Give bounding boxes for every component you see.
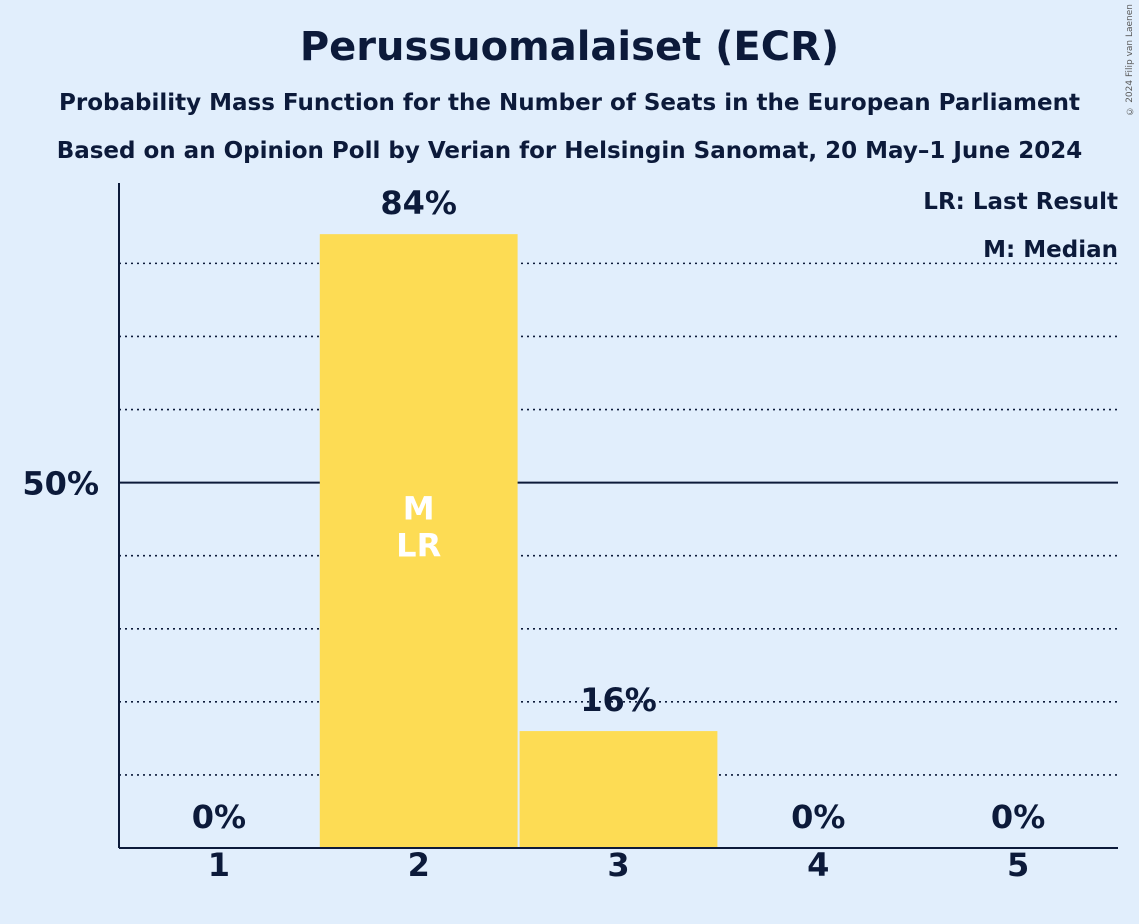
x-tick-label-2: 2 xyxy=(408,846,430,884)
bar-marker-2: M LR xyxy=(396,490,441,565)
data-label-3: 16% xyxy=(580,681,657,719)
data-labels: 0% 84% M LR 16% 0% 0% xyxy=(192,184,1046,836)
data-label-1: 0% xyxy=(192,798,246,836)
data-label-5: 0% xyxy=(991,798,1045,836)
x-tick-label-5: 5 xyxy=(1007,846,1029,884)
legend-last-result: LR: Last Result xyxy=(923,189,1118,215)
data-label-2: 84% xyxy=(380,184,457,222)
bar-3 xyxy=(519,731,718,848)
x-tick-label-3: 3 xyxy=(607,846,629,884)
data-label-4: 0% xyxy=(791,798,845,836)
chart-subtitle: Probability Mass Function for the Number… xyxy=(59,90,1080,116)
chart-source: Based on an Opinion Poll by Verian for H… xyxy=(56,138,1083,164)
x-tick-label-4: 4 xyxy=(807,846,829,884)
chart-title: Perussuomalaiset (ECR) xyxy=(299,24,840,70)
bar-2 xyxy=(319,234,518,849)
x-tick-label-1: 1 xyxy=(208,846,230,884)
legend-median: M: Median xyxy=(983,237,1118,263)
y-tick-label: 50% xyxy=(22,465,99,503)
bars xyxy=(319,234,718,849)
axes: 50% 1 2 3 4 5 xyxy=(22,183,1118,884)
